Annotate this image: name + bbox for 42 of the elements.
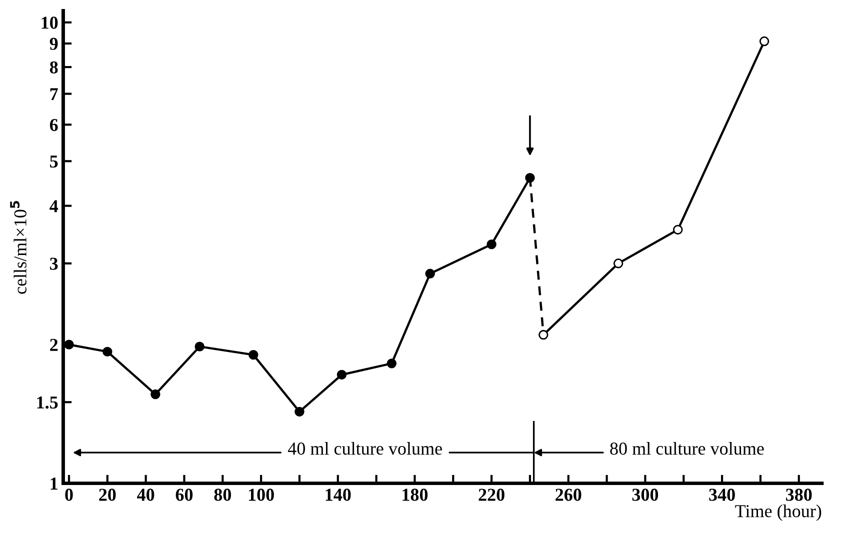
y-tick-label: 2 — [50, 338, 58, 351]
x-tick-label: 220 — [478, 488, 504, 501]
y-tick-label: 7 — [50, 88, 58, 100]
x-tick-label: 100 — [248, 488, 274, 501]
annotation: 80 ml culture volume — [610, 442, 764, 455]
y-tick-label: 3 — [50, 258, 58, 270]
y-tick-label: 5 — [50, 156, 58, 168]
point — [486, 239, 496, 250]
y-tick-label: 4 — [50, 200, 58, 212]
x-tick-label: 340 — [709, 488, 735, 501]
x-tick-label: 20 — [99, 488, 116, 501]
x-axis-title: Time (hour) — [735, 504, 822, 521]
x-tick-label: 60 — [176, 488, 193, 501]
point — [248, 350, 258, 360]
y-axis-title: cells/ml×10$^{5}$ — [10, 201, 26, 294]
y-tick-label: 6 — [50, 118, 58, 132]
point — [759, 36, 770, 46]
point — [150, 389, 160, 400]
annotation: 40 ml culture volume — [288, 442, 442, 455]
y-tick-label: 1.5 — [37, 396, 58, 409]
x-tick-label: 180 — [402, 488, 428, 501]
x-tick-label: 300 — [632, 488, 658, 501]
point — [294, 406, 304, 417]
point — [425, 268, 435, 279]
point — [336, 370, 347, 380]
point — [673, 224, 683, 235]
x-tick-label: 80 — [214, 488, 231, 501]
x-tick-label: 0 — [65, 488, 73, 501]
y-tick-label: 9 — [50, 38, 58, 50]
point — [386, 358, 397, 368]
point — [538, 330, 548, 340]
x-tick-label: 260 — [556, 488, 582, 501]
x-tick-label: 40 — [137, 488, 154, 501]
x-tick-label: 140 — [326, 488, 351, 501]
point — [102, 346, 112, 357]
point — [194, 342, 204, 352]
x-tick-label: 380 — [786, 488, 812, 501]
point — [64, 340, 74, 350]
y-tick-label: 8 — [50, 61, 58, 74]
point — [613, 258, 624, 268]
y-tick-label: 1 — [50, 478, 58, 490]
y-tick-label: 10 — [42, 16, 58, 29]
